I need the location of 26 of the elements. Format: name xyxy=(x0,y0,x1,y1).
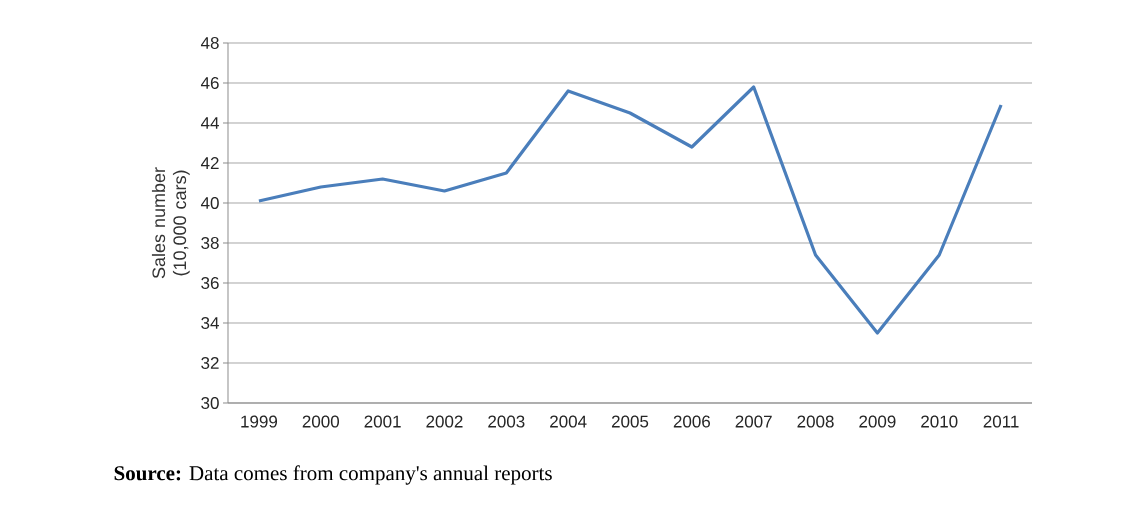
x-tick-label: 2007 xyxy=(735,415,772,428)
x-tick-label: 2004 xyxy=(550,415,587,428)
y-tick-label: 30 xyxy=(201,396,219,410)
x-tick-label: 2011 xyxy=(983,415,1019,428)
x-tick-label: 1999 xyxy=(241,415,278,428)
x-tick-label: 2000 xyxy=(302,415,340,428)
x-tick-label: 2009 xyxy=(859,415,896,428)
y-tick-label: 38 xyxy=(201,236,219,250)
y-tick-label: 32 xyxy=(201,356,219,370)
y-tick-label: 34 xyxy=(201,316,219,330)
y-tick-label: 42 xyxy=(200,157,219,169)
x-tick-label: 2008 xyxy=(797,415,834,428)
line-series xyxy=(257,85,1003,335)
y-tick-label: 46 xyxy=(200,76,219,90)
y-tick-label: 48 xyxy=(200,36,219,50)
y-tick-label: 36 xyxy=(201,276,219,290)
x-tick-label: 2002 xyxy=(426,415,463,428)
x-tick-label: 2006 xyxy=(673,415,710,428)
x-tick-label: 2003 xyxy=(488,415,525,428)
y-axis-title: Sales number (10,000 cars) xyxy=(151,167,190,279)
y-tick-label: 40 xyxy=(200,196,219,210)
y-tick-label: 44 xyxy=(200,117,219,129)
x-tick-label: 2005 xyxy=(611,415,649,428)
x-tick-label: 2001 xyxy=(364,415,401,428)
x-tick-label: 2010 xyxy=(921,415,958,428)
text: Source: Data comes from company's annual reports xyxy=(114,465,552,485)
